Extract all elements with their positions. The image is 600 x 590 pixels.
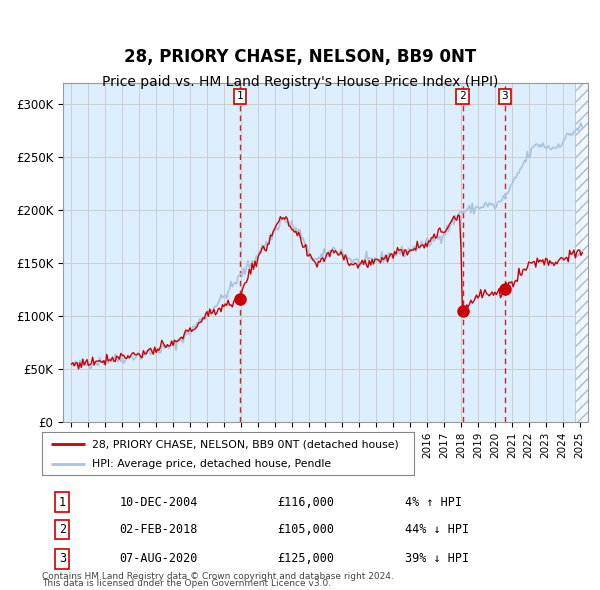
Text: 28, PRIORY CHASE, NELSON, BB9 0NT (detached house): 28, PRIORY CHASE, NELSON, BB9 0NT (detac… bbox=[92, 440, 399, 450]
Text: 1: 1 bbox=[59, 496, 66, 509]
Text: 3: 3 bbox=[502, 91, 508, 101]
Text: £125,000: £125,000 bbox=[277, 552, 334, 565]
Text: 02-FEB-2018: 02-FEB-2018 bbox=[119, 523, 198, 536]
Text: 2: 2 bbox=[459, 91, 466, 101]
Text: Price paid vs. HM Land Registry's House Price Index (HPI): Price paid vs. HM Land Registry's House … bbox=[102, 75, 498, 89]
Text: 4% ↑ HPI: 4% ↑ HPI bbox=[405, 496, 462, 509]
Text: £116,000: £116,000 bbox=[277, 496, 334, 509]
Text: 39% ↓ HPI: 39% ↓ HPI bbox=[405, 552, 469, 565]
Text: This data is licensed under the Open Government Licence v3.0.: This data is licensed under the Open Gov… bbox=[42, 579, 331, 588]
Text: 3: 3 bbox=[59, 552, 66, 565]
Bar bbox=[575, 83, 588, 422]
Text: 1: 1 bbox=[236, 91, 243, 101]
Bar bbox=[575, 83, 588, 422]
Text: 44% ↓ HPI: 44% ↓ HPI bbox=[405, 523, 469, 536]
Text: 28, PRIORY CHASE, NELSON, BB9 0NT: 28, PRIORY CHASE, NELSON, BB9 0NT bbox=[124, 48, 476, 66]
Text: 2: 2 bbox=[59, 523, 66, 536]
Text: HPI: Average price, detached house, Pendle: HPI: Average price, detached house, Pend… bbox=[92, 460, 331, 469]
Text: £105,000: £105,000 bbox=[277, 523, 334, 536]
Text: 10-DEC-2004: 10-DEC-2004 bbox=[119, 496, 198, 509]
Text: Contains HM Land Registry data © Crown copyright and database right 2024.: Contains HM Land Registry data © Crown c… bbox=[42, 572, 394, 581]
Text: 07-AUG-2020: 07-AUG-2020 bbox=[119, 552, 198, 565]
